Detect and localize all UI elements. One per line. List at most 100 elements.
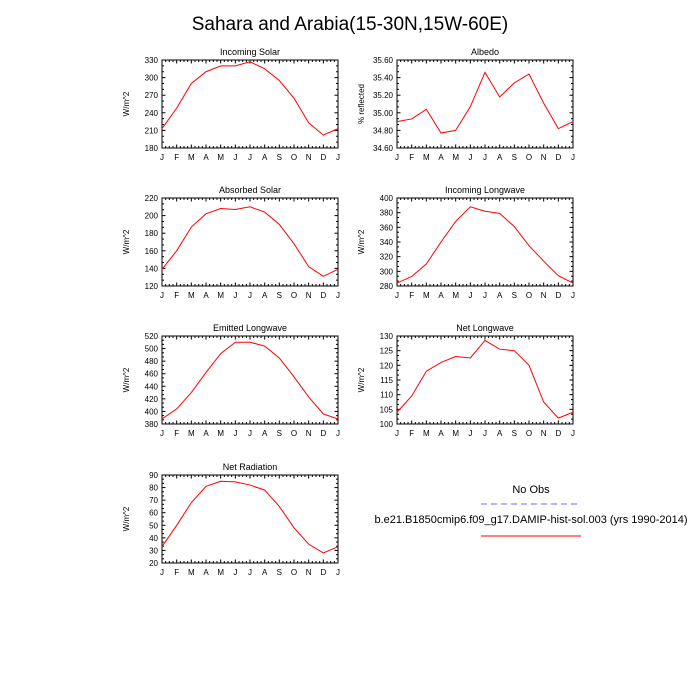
- incoming-longwave-xtick-label: N: [541, 291, 547, 300]
- incoming-longwave-xtick-label: J: [468, 291, 472, 300]
- incoming-longwave-xtick-label: D: [555, 291, 561, 300]
- incoming-longwave-xtick-label: A: [497, 291, 503, 300]
- incoming-solar-ylabel: W/m^2: [122, 91, 131, 116]
- absorbed-solar-xtick-label: M: [217, 291, 224, 300]
- albedo-xtick-label: F: [409, 153, 414, 162]
- incoming-solar-xtick-label: J: [248, 153, 252, 162]
- albedo-xtick-label: D: [555, 153, 561, 162]
- incoming-solar-frame: [161, 59, 339, 149]
- emitted-longwave-xtick-label: S: [277, 429, 282, 438]
- absorbed-solar-ytick-label: 220: [145, 194, 159, 203]
- net-radiation-ytick-label: 20: [149, 559, 158, 568]
- incoming-longwave-ylabel: W/m^2: [357, 229, 366, 254]
- incoming-longwave-ytick-label: 320: [380, 253, 394, 262]
- absorbed-solar-title: Absorbed Solar: [219, 185, 281, 195]
- incoming-solar-xtick-label: D: [320, 153, 326, 162]
- figure-title: Sahara and Arabia(15-30N,15W-60E): [192, 14, 509, 35]
- net-radiation-xtick-label: D: [320, 568, 326, 577]
- emitted-longwave-series-line: [161, 341, 339, 420]
- emitted-longwave-ytick-label: 480: [145, 357, 159, 366]
- net-radiation-xtick-label: A: [203, 568, 209, 577]
- incoming-longwave-ytick-label: 360: [380, 223, 394, 232]
- absorbed-solar-xtick-label: A: [203, 291, 209, 300]
- absorbed-solar-xtick-label: F: [174, 291, 179, 300]
- incoming-longwave-series-line: [396, 206, 574, 284]
- emitted-longwave-xtick-label: J: [233, 429, 237, 438]
- incoming-solar-xtick-label: A: [203, 153, 209, 162]
- emitted-longwave-ytick-label: 520: [145, 332, 159, 341]
- net-radiation-xtick-label: O: [291, 568, 297, 577]
- incoming-longwave-xtick-label: M: [452, 291, 459, 300]
- legend-model-label: b.e21.B1850cmip6.f09_g17.DAMIP-hist-sol.…: [374, 514, 687, 526]
- net-longwave-xtick-label: M: [423, 429, 430, 438]
- albedo-title: Albedo: [471, 47, 499, 57]
- emitted-longwave-xtick-label: F: [174, 429, 179, 438]
- absorbed-solar-xtick-label: J: [233, 291, 237, 300]
- emitted-longwave-xtick-label: D: [320, 429, 326, 438]
- absorbed-solar-ytick-label: 180: [145, 229, 159, 238]
- net-radiation-ytick-label: 90: [149, 471, 158, 480]
- net-radiation-xtick-label: M: [188, 568, 195, 577]
- emitted-longwave-title: Emitted Longwave: [213, 323, 287, 333]
- net-radiation-series-line: [161, 480, 339, 554]
- net-radiation-frame: [161, 474, 339, 564]
- incoming-solar-xtick-label: N: [306, 153, 312, 162]
- incoming-longwave-xtick-label: A: [438, 291, 444, 300]
- incoming-solar-xtick-label: S: [277, 153, 282, 162]
- incoming-solar-xtick-label: M: [217, 153, 224, 162]
- absorbed-solar-series-line: [161, 206, 339, 277]
- albedo-xtick-label: J: [571, 153, 575, 162]
- net-radiation-xtick-label: J: [160, 568, 164, 577]
- absorbed-solar-xtick-label: S: [277, 291, 282, 300]
- emitted-longwave-ytick-label: 380: [145, 420, 159, 429]
- net-radiation-xtick-label: N: [306, 568, 312, 577]
- net-radiation-xtick-label: J: [336, 568, 340, 577]
- albedo-ytick-label: 35.40: [373, 74, 394, 83]
- absorbed-solar-frame: [161, 197, 339, 287]
- net-longwave-xtick-label: J: [483, 429, 487, 438]
- incoming-longwave-ytick-label: 380: [380, 209, 394, 218]
- absorbed-solar-xtick-label: J: [336, 291, 340, 300]
- incoming-solar-ytick-label: 270: [145, 91, 159, 100]
- incoming-solar-title: Incoming Solar: [220, 47, 280, 57]
- net-longwave-ytick-label: 120: [380, 361, 394, 370]
- albedo-ytick-label: 34.60: [373, 144, 394, 153]
- albedo-xtick-label: J: [483, 153, 487, 162]
- incoming-solar-xtick-label: J: [336, 153, 340, 162]
- incoming-longwave-xtick-label: M: [423, 291, 430, 300]
- incoming-longwave-xtick-label: O: [526, 291, 532, 300]
- emitted-longwave-ylabel: W/m^2: [122, 367, 131, 392]
- albedo-xtick-label: O: [526, 153, 532, 162]
- absorbed-solar-xtick-label: A: [262, 291, 268, 300]
- net-radiation-ytick-label: 40: [149, 534, 158, 543]
- emitted-longwave-xtick-label: J: [248, 429, 252, 438]
- emitted-longwave-xtick-label: M: [188, 429, 195, 438]
- absorbed-solar-xtick-label: N: [306, 291, 312, 300]
- net-longwave-xtick-label: A: [438, 429, 444, 438]
- incoming-solar-xtick-label: F: [174, 153, 179, 162]
- net-longwave-xtick-label: N: [541, 429, 547, 438]
- net-longwave-frame: [396, 335, 574, 425]
- net-radiation-xtick-label: M: [217, 568, 224, 577]
- emitted-longwave-frame: [161, 335, 339, 425]
- net-longwave-ytick-label: 100: [380, 420, 394, 429]
- net-longwave-ytick-label: 130: [380, 332, 394, 341]
- emitted-longwave-ytick-label: 400: [145, 407, 159, 416]
- albedo-ytick-label: 35.60: [373, 56, 394, 65]
- net-radiation-ytick-label: 30: [149, 546, 158, 555]
- emitted-longwave-ytick-label: 500: [145, 345, 159, 354]
- net-radiation-xtick-label: J: [233, 568, 237, 577]
- emitted-longwave-xtick-label: N: [306, 429, 312, 438]
- incoming-solar-series-line: [161, 61, 339, 136]
- net-longwave-ylabel: W/m^2: [357, 367, 366, 392]
- net-longwave-title: Net Longwave: [456, 323, 514, 333]
- absorbed-solar-ytick-label: 140: [145, 264, 159, 273]
- net-longwave-xtick-label: A: [497, 429, 503, 438]
- incoming-longwave-ytick-label: 400: [380, 194, 394, 203]
- incoming-solar-ytick-label: 300: [145, 74, 159, 83]
- net-longwave-ytick-label: 105: [380, 405, 394, 414]
- emitted-longwave-ytick-label: 460: [145, 370, 159, 379]
- absorbed-solar-ytick-label: 120: [145, 282, 159, 291]
- absorbed-solar-ytick-label: 200: [145, 212, 159, 221]
